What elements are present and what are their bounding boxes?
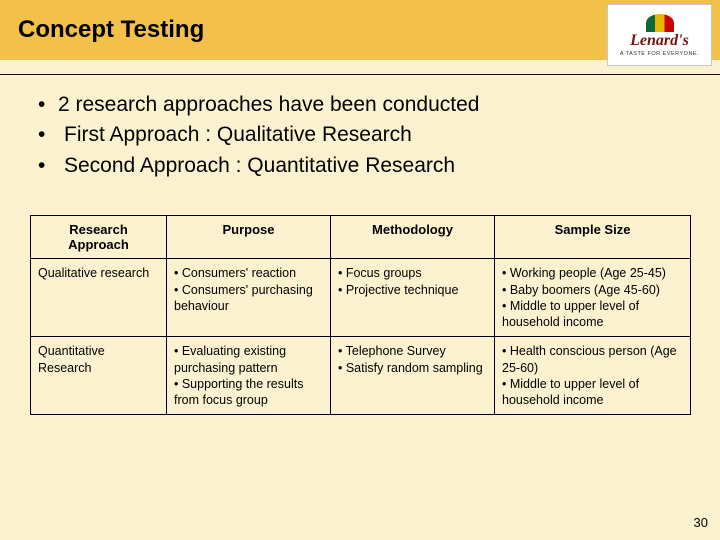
table-row: Quantitative Research • Evaluating exist…: [31, 337, 691, 415]
brand-logo: Lenard's A TASTE FOR EVERYONE.: [607, 4, 712, 66]
cell-line: • Middle to upper level of household inc…: [502, 376, 683, 409]
cell-purpose: • Consumers' reaction • Consumers' purch…: [167, 259, 331, 337]
cell-line: • Middle to upper level of household inc…: [502, 298, 683, 331]
logo-name: Lenard's: [630, 33, 689, 49]
cell-line: • Consumers' purchasing behaviour: [174, 282, 323, 315]
cell-line: • Telephone Survey: [338, 343, 487, 359]
cell-methodology: • Telephone Survey • Satisfy random samp…: [331, 337, 495, 415]
cell-line: • Focus groups: [338, 265, 487, 281]
table-header: Purpose: [167, 216, 331, 259]
title-band: Concept Testing Lenard's A TASTE FOR EVE…: [0, 0, 720, 60]
bullet-list: 2 research approaches have been conducte…: [30, 90, 690, 181]
cell-line: • Baby boomers (Age 45-60): [502, 282, 683, 298]
logo-tagline: A TASTE FOR EVERYONE.: [620, 51, 699, 57]
table-header: Sample Size: [495, 216, 691, 259]
cell-line: • Satisfy random sampling: [338, 360, 487, 376]
cell-line: • Working people (Age 25-45): [502, 265, 683, 281]
cell-approach: Qualitative research: [31, 259, 167, 337]
table-header-row: Research Approach Purpose Methodology Sa…: [31, 216, 691, 259]
divider: [0, 74, 720, 75]
table-header: Methodology: [331, 216, 495, 259]
cell-line: • Supporting the results from focus grou…: [174, 376, 323, 409]
cell-line: • Projective technique: [338, 282, 487, 298]
table-header: Research Approach: [31, 216, 167, 259]
logo-swirl-icon: [646, 14, 674, 32]
cell-methodology: • Focus groups • Projective technique: [331, 259, 495, 337]
list-item: First Approach : Qualitative Research: [30, 120, 690, 150]
cell-sample: • Health conscious person (Age 25-60) • …: [495, 337, 691, 415]
cell-line: • Consumers' reaction: [174, 265, 323, 281]
cell-line: • Evaluating existing purchasing pattern: [174, 343, 323, 376]
cell-sample: • Working people (Age 25-45) • Baby boom…: [495, 259, 691, 337]
list-item: 2 research approaches have been conducte…: [30, 90, 690, 120]
page-title: Concept Testing: [18, 16, 204, 44]
slide-content: 2 research approaches have been conducte…: [0, 60, 720, 415]
research-table: Research Approach Purpose Methodology Sa…: [30, 215, 691, 415]
page-number: 30: [694, 515, 708, 530]
cell-purpose: • Evaluating existing purchasing pattern…: [167, 337, 331, 415]
cell-approach: Quantitative Research: [31, 337, 167, 415]
cell-line: • Health conscious person (Age 25-60): [502, 343, 683, 376]
list-item: Second Approach : Quantitative Research: [30, 151, 690, 181]
table-row: Qualitative research • Consumers' reacti…: [31, 259, 691, 337]
